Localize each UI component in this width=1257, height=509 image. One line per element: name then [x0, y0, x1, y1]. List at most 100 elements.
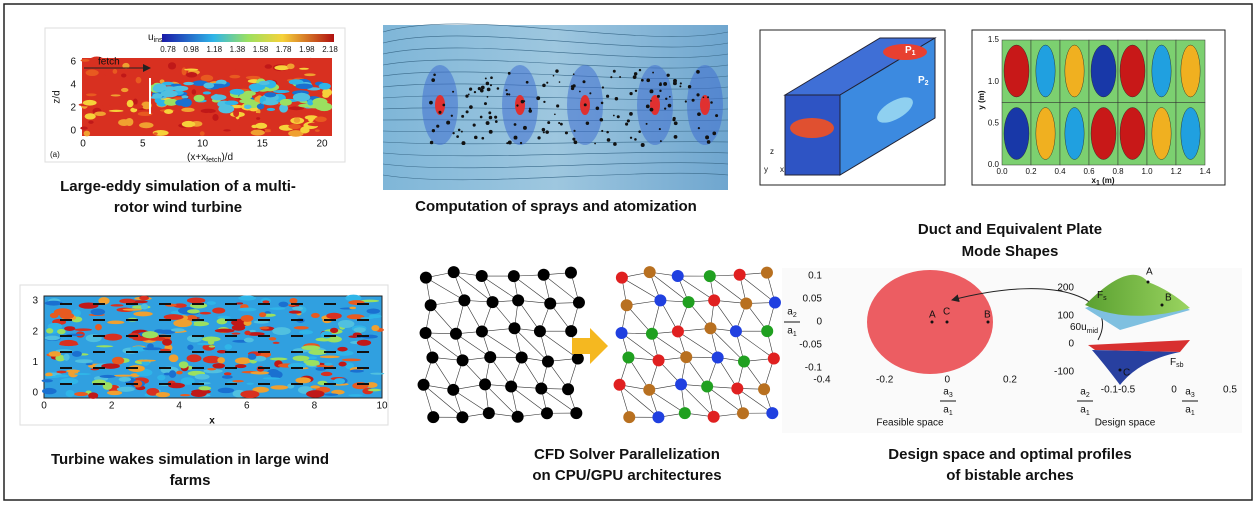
axis-letter: y [764, 165, 768, 174]
texture [330, 328, 338, 333]
droplet [556, 104, 559, 107]
tick-label: 0.78 [160, 45, 176, 54]
texture [349, 307, 356, 310]
texture [265, 64, 272, 68]
texture [306, 361, 319, 366]
texture [74, 373, 91, 375]
droplet [659, 128, 661, 130]
texture [168, 62, 176, 69]
droplet [652, 72, 654, 74]
texture [225, 101, 239, 106]
droplet [542, 84, 546, 88]
texture [55, 374, 69, 377]
droplet [516, 104, 518, 106]
droplet [494, 116, 497, 119]
texture [88, 120, 93, 123]
texture [91, 309, 106, 316]
droplet [705, 135, 709, 139]
caption: on CPU/GPU architectures [532, 467, 721, 484]
droplet [606, 95, 609, 98]
droplet [506, 93, 508, 95]
texture [337, 347, 347, 352]
node [683, 296, 695, 308]
texture [203, 82, 214, 88]
texture [295, 377, 311, 383]
droplet [574, 140, 578, 144]
droplet [634, 72, 637, 75]
texture [251, 113, 262, 116]
texture [280, 99, 292, 106]
annotation: fetch [98, 57, 120, 68]
tick-label: 1.98 [299, 45, 315, 54]
tick-label: 0.0 [996, 167, 1008, 176]
node [740, 297, 752, 309]
droplet [478, 87, 481, 90]
texture [75, 328, 92, 331]
droplet [543, 131, 545, 133]
node [769, 297, 781, 309]
texture [294, 326, 309, 329]
texture [83, 100, 97, 106]
texture [45, 336, 60, 341]
texture [218, 105, 234, 114]
texture [125, 118, 133, 126]
node [535, 382, 547, 394]
texture [295, 84, 313, 89]
texture [250, 371, 269, 374]
droplet [617, 115, 620, 118]
texture [111, 304, 124, 307]
node [538, 269, 550, 281]
node [508, 322, 520, 334]
texture [137, 360, 156, 362]
node [476, 325, 488, 337]
texture [269, 337, 277, 340]
tick-label: 200 [1057, 283, 1074, 294]
droplet [601, 102, 604, 105]
node [484, 351, 496, 363]
texture [113, 69, 118, 74]
tick-label: 1.0 [988, 77, 1000, 86]
tick-label: 0.8 [1112, 167, 1124, 176]
texture [192, 89, 197, 94]
texture [315, 129, 320, 131]
droplet [473, 124, 476, 127]
texture [173, 319, 192, 327]
caption: farms [170, 472, 211, 489]
label: sb [1176, 362, 1184, 369]
x-label: x [209, 416, 215, 427]
droplet [688, 85, 691, 88]
texture [212, 307, 225, 313]
node [768, 352, 780, 364]
texture [218, 388, 235, 394]
droplet [639, 69, 641, 71]
feasible-region [867, 270, 993, 374]
texture [244, 331, 250, 336]
droplet [469, 88, 472, 91]
droplet [601, 130, 603, 132]
node [644, 266, 656, 278]
texture [88, 392, 98, 399]
texture [311, 313, 320, 318]
tick-label: -0.1 [805, 363, 823, 374]
texture [50, 313, 59, 318]
label: 60u [1070, 322, 1087, 333]
texture [84, 131, 90, 137]
tick-label: 10 [197, 139, 209, 150]
node [508, 270, 520, 282]
label: fetch [206, 157, 221, 164]
node [701, 380, 713, 392]
texture [246, 76, 261, 79]
edge [649, 390, 685, 413]
point [931, 321, 934, 324]
droplet [436, 125, 439, 128]
texture [229, 75, 240, 79]
droplet [468, 94, 470, 96]
texture [238, 296, 256, 301]
texture [194, 95, 205, 102]
droplet [461, 141, 465, 145]
texture [182, 121, 195, 127]
texture [251, 130, 265, 136]
label: 1 [912, 50, 916, 57]
texture [112, 357, 124, 365]
droplet [546, 82, 548, 84]
